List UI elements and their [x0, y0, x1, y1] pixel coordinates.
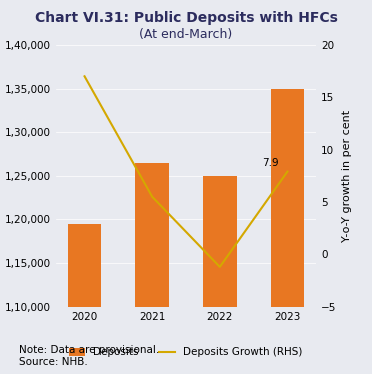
- Deposits Growth (RHS): [150, 194, 154, 199]
- Bar: [135, 163, 169, 374]
- Deposits Growth (RHS): [218, 265, 222, 269]
- Bar: [203, 176, 237, 374]
- Text: Note: Data are provisional.
Source: NHB.: Note: Data are provisional. Source: NHB.: [19, 345, 159, 367]
- Y-axis label: Y-o-Y growth in per cent: Y-o-Y growth in per cent: [342, 110, 352, 242]
- Bar: [270, 89, 304, 374]
- Deposits Growth (RHS): [82, 74, 87, 79]
- Deposits Growth (RHS): [285, 169, 290, 174]
- Line: Deposits Growth (RHS): Deposits Growth (RHS): [84, 76, 288, 267]
- Text: 7.9: 7.9: [263, 158, 279, 168]
- Legend: Deposits, Deposits Growth (RHS): Deposits, Deposits Growth (RHS): [65, 343, 307, 362]
- Text: (At end-March): (At end-March): [140, 28, 232, 41]
- Bar: [68, 224, 102, 374]
- Text: Chart VI.31: Public Deposits with HFCs: Chart VI.31: Public Deposits with HFCs: [35, 11, 337, 25]
